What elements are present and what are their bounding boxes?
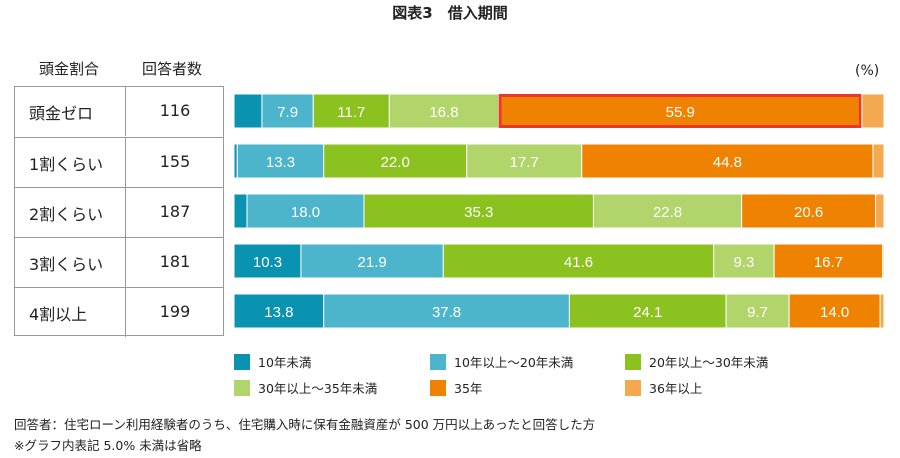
footnote-respondents: 回答者：住宅ローン利用経験者のうち、住宅購入時に保有金融資産が 500 万円以上… bbox=[14, 417, 596, 432]
row-label: 2割くらい bbox=[29, 205, 104, 224]
header-respondents: 回答者数 bbox=[141, 60, 202, 78]
data-label: 16.8 bbox=[429, 104, 458, 121]
bar-segment bbox=[323, 143, 468, 179]
bar-segment bbox=[233, 93, 263, 129]
data-label: 7.9 bbox=[277, 104, 298, 121]
bar-segment bbox=[725, 293, 790, 329]
data-label: 44.8 bbox=[713, 154, 742, 171]
bar-segment bbox=[300, 243, 444, 279]
data-label: 18.0 bbox=[291, 204, 320, 221]
header-down-payment: 頭金割合 bbox=[38, 60, 99, 78]
unit-label: (%) bbox=[855, 63, 880, 79]
data-label: 13.8 bbox=[264, 304, 293, 321]
legend-label: 20年以上〜30年未満 bbox=[649, 355, 769, 370]
data-label: 10.3 bbox=[253, 254, 282, 271]
bar-segment bbox=[233, 193, 248, 229]
bar-segment bbox=[592, 193, 743, 229]
row-count: 181 bbox=[125, 238, 224, 287]
data-label: 37.8 bbox=[432, 304, 461, 321]
bar-segment bbox=[581, 143, 874, 179]
table-row: 2割くらい 187 bbox=[15, 187, 223, 237]
data-label: 22.0 bbox=[381, 154, 410, 171]
legend-item: 20年以上〜30年未満 bbox=[625, 352, 768, 371]
data-label: 9.7 bbox=[747, 304, 768, 321]
row-label: 1割くらい bbox=[29, 155, 104, 174]
row-count: 187 bbox=[125, 188, 224, 237]
data-label: 22.8 bbox=[653, 204, 682, 221]
table-row: 1割くらい 155 bbox=[15, 137, 223, 187]
data-label: 21.9 bbox=[358, 254, 387, 271]
respondent-table: 頭金ゼロ 116 1割くらい 155 2割くらい 187 3割くらい 181 4割以上 199 bbox=[14, 86, 224, 337]
row-label: 3割くらい bbox=[29, 255, 104, 274]
legend-item: 10年以上〜20年未満 bbox=[430, 352, 573, 371]
bar-segment bbox=[879, 293, 885, 329]
data-label: 35.3 bbox=[464, 204, 493, 221]
row-label: 4割以上 bbox=[29, 305, 88, 324]
data-label: 24.1 bbox=[633, 304, 662, 321]
bar-segment bbox=[323, 293, 570, 329]
legend-label: 30年以上〜35年未満 bbox=[258, 381, 378, 396]
bar-segment bbox=[233, 243, 302, 279]
bar-segment bbox=[872, 143, 885, 179]
bar-segment bbox=[236, 143, 325, 179]
row-count: 155 bbox=[125, 138, 224, 187]
bar-segment bbox=[388, 93, 500, 129]
highlight-box bbox=[498, 94, 862, 128]
legend-item: 36年以上 bbox=[625, 378, 702, 397]
bar-segment bbox=[741, 193, 877, 229]
data-label: 13.3 bbox=[266, 154, 295, 171]
legend-label: 35年 bbox=[454, 381, 483, 396]
bar-segment bbox=[363, 193, 594, 229]
table-row: 頭金ゼロ 116 bbox=[15, 87, 223, 137]
table-row: 3割くらい 181 bbox=[15, 237, 223, 287]
data-label: 9.3 bbox=[733, 254, 754, 271]
legend-label: 36年以上 bbox=[649, 381, 703, 396]
data-label: 55.9 bbox=[666, 104, 695, 121]
bar-segment bbox=[875, 193, 885, 229]
legend-swatch bbox=[234, 379, 250, 396]
stacked-bar-chart: 7.9 11.7 16.8 55.9 13.3 22.0 17.7 44.8 18.0 35.3 2… bbox=[233, 93, 885, 329]
legend-swatch bbox=[430, 379, 446, 396]
bar-segment bbox=[861, 93, 885, 129]
row-label: 頭金ゼロ bbox=[29, 104, 94, 123]
footnote-omission: ※グラフ内表記 5.0% 未満は省略 bbox=[14, 438, 202, 453]
bar-segment bbox=[773, 243, 884, 279]
chart-title: 図表3 借入期間 bbox=[392, 4, 508, 22]
row-count: 116 bbox=[125, 87, 224, 136]
legend-swatch bbox=[430, 353, 446, 370]
table-row: 4割以上 199 bbox=[15, 287, 223, 337]
data-label: 14.0 bbox=[820, 304, 849, 321]
legend-item: 30年以上〜35年未満 bbox=[234, 378, 377, 397]
legend-swatch bbox=[625, 353, 641, 370]
bar-segment bbox=[261, 93, 314, 129]
legend-item: 10年未満 bbox=[234, 352, 311, 371]
legend-item: 35年 bbox=[430, 378, 482, 397]
bar-segment bbox=[882, 243, 885, 279]
bar-segment bbox=[713, 243, 775, 279]
legend-label: 10年未満 bbox=[258, 355, 312, 370]
bar-segment bbox=[233, 293, 325, 329]
legend-swatch bbox=[625, 379, 641, 396]
data-label: 11.7 bbox=[337, 104, 365, 121]
data-label: 16.7 bbox=[814, 254, 843, 271]
row-count: 199 bbox=[125, 288, 224, 337]
bar-segment bbox=[568, 293, 727, 329]
legend-swatch bbox=[234, 353, 250, 370]
data-label: 17.7 bbox=[510, 154, 539, 171]
bar-segment bbox=[788, 293, 881, 329]
bar-segment bbox=[312, 93, 390, 129]
data-label: 41.6 bbox=[564, 254, 593, 271]
legend-label: 10年以上〜20年未満 bbox=[454, 355, 574, 370]
data-label: 20.6 bbox=[794, 204, 823, 221]
